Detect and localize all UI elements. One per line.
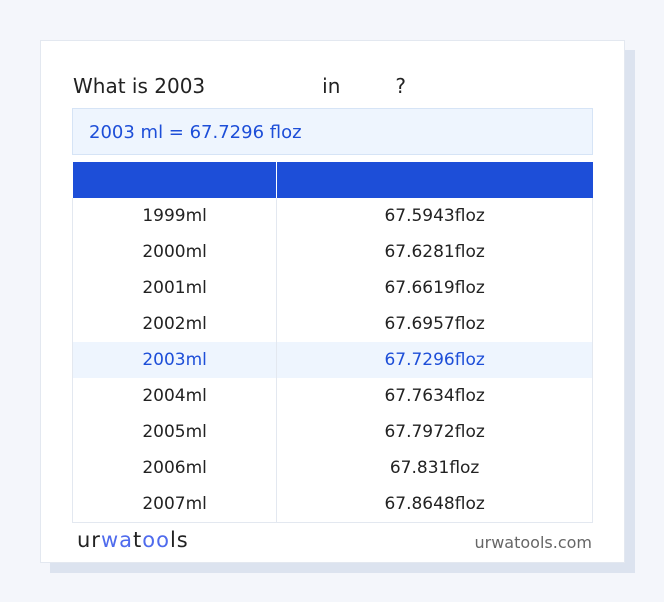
table-row: 1999ml 67.5943floz (71, 198, 593, 234)
conversion-table: 1999ml 67.5943floz 2000ml 67.6281floz 2001ml… (71, 162, 593, 523)
ml-cell: 2005ml (71, 414, 278, 450)
conversion-card: What is 2003 in? 2003 ml = 67.7296 floz 1… (40, 40, 625, 563)
ml-cell: 2003ml (71, 342, 278, 378)
header-ml (72, 162, 277, 198)
site-link[interactable]: urwatools.com (474, 533, 593, 552)
ml-cell: 2000ml (71, 234, 278, 270)
floz-cell: 67.5943floz (276, 198, 593, 234)
table-row: 2000ml 67.6281floz (71, 234, 593, 270)
table-row: 2005ml 67.7972floz (71, 414, 593, 450)
floz-cell: 67.831floz (276, 450, 593, 486)
page-title: What is 2003 in? (73, 74, 406, 98)
ml-cell: 2002ml (71, 306, 278, 342)
floz-cell: 67.8648floz (276, 486, 593, 523)
floz-cell: 67.7296floz (276, 342, 593, 378)
title-suffix: ? (395, 74, 406, 98)
table-row: 2007ml 67.8648floz (71, 486, 593, 523)
ml-cell: 2001ml (71, 270, 278, 306)
table-row: 2003ml 67.7296floz (71, 342, 593, 378)
ml-cell: 2007ml (71, 486, 278, 523)
ml-cell: 1999ml (71, 198, 278, 234)
floz-cell: 67.6619floz (276, 270, 593, 306)
floz-cell: 67.6281floz (276, 234, 593, 270)
header-floz (276, 162, 593, 198)
title-middle: in (322, 74, 341, 98)
ml-cell: 2004ml (71, 378, 278, 414)
floz-cell: 67.6957floz (276, 306, 593, 342)
title-prefix: What is 2003 (73, 74, 206, 98)
floz-cell: 67.7634floz (276, 378, 593, 414)
floz-cell: 67.7972floz (276, 414, 593, 450)
result-box: 2003 ml = 67.7296 floz (72, 108, 593, 155)
ml-cell: 2006ml (71, 450, 278, 486)
table-row: 2006ml 67.831floz (71, 450, 593, 486)
table-row: 2004ml 67.7634floz (71, 378, 593, 414)
table-row: 2001ml 67.6619floz (71, 270, 593, 306)
table-row: 2002ml 67.6957floz (71, 306, 593, 342)
urwatools-logo[interactable]: urwatools (77, 528, 189, 552)
